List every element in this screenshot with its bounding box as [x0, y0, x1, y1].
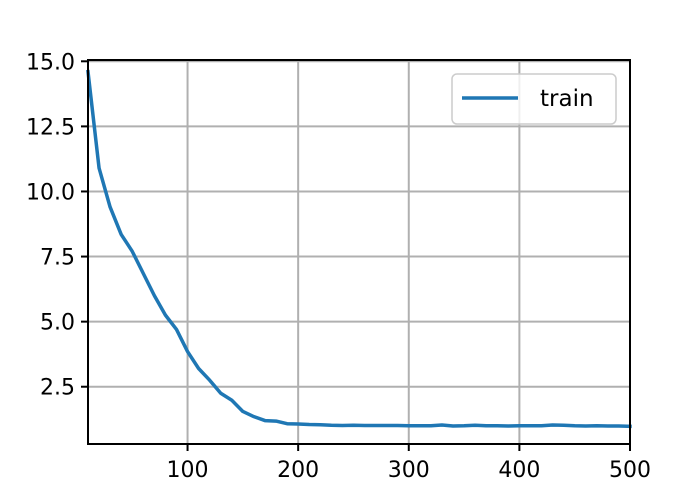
y-tick-label: 5.0	[40, 311, 75, 336]
legend-label-train: train	[540, 86, 594, 112]
x-tick-label: 100	[167, 458, 209, 483]
x-tick-label: 500	[609, 458, 651, 483]
x-tick-label: 300	[388, 458, 430, 483]
y-tick-label: 7.5	[40, 246, 75, 271]
y-tick-label: 10.0	[26, 180, 75, 205]
series-line-train	[86, 69, 632, 429]
x-tick-label: 200	[277, 458, 319, 483]
y-tick-label: 15.0	[26, 50, 75, 75]
legend-box	[451, 73, 617, 125]
plot-frame	[87, 59, 631, 445]
x-tick-label: 400	[498, 458, 540, 483]
y-tick-label: 2.5	[40, 376, 75, 401]
y-tick-label: 12.5	[26, 115, 75, 140]
